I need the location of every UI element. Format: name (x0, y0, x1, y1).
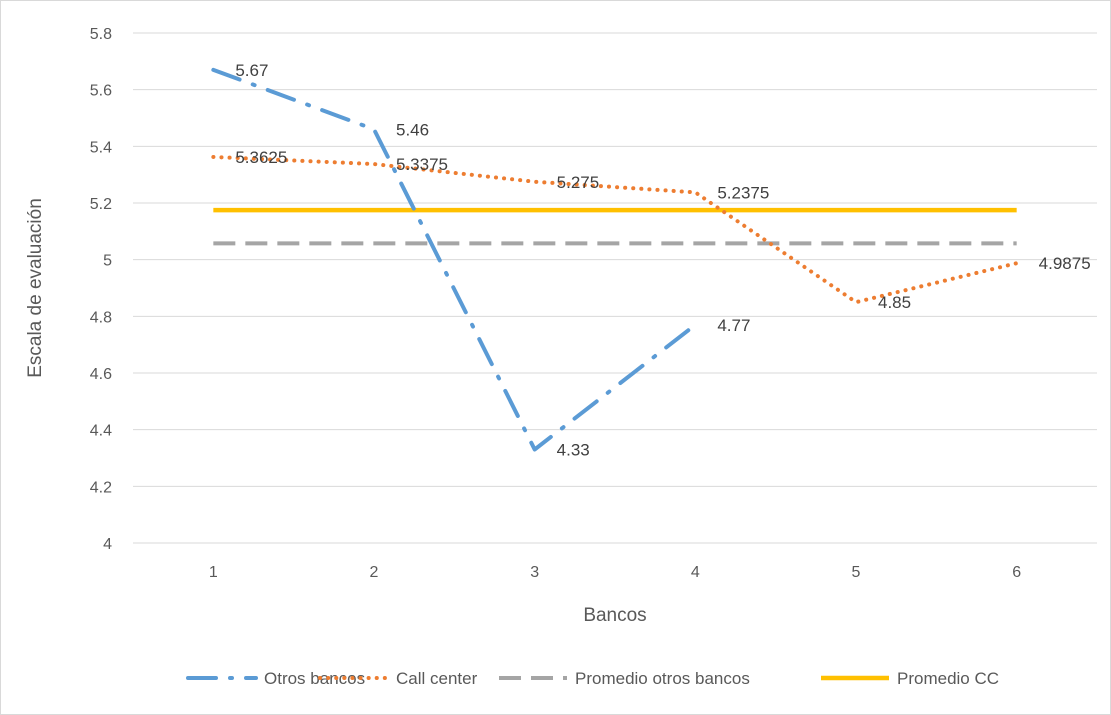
legend-label: Call center (396, 669, 478, 688)
y-tick-label: 5.8 (90, 26, 112, 43)
series-line-otros-bancos (211, 67, 698, 452)
data-label: 4.77 (717, 316, 750, 335)
data-label: 5.3375 (396, 155, 448, 174)
y-tick-label: 4 (103, 536, 112, 553)
legend: Otros bancos Call center Promedio otros ba… (186, 669, 999, 688)
y-tick-label: 4.4 (90, 423, 112, 440)
y-tick-label: 5.4 (90, 139, 112, 156)
legend-label: Promedio CC (897, 669, 999, 688)
data-label: 4.85 (878, 293, 911, 312)
y-tick-label: 4.8 (90, 309, 112, 326)
data-label: 5.275 (557, 173, 600, 192)
data-label: 4.33 (557, 441, 590, 460)
y-tick-label: 5.6 (90, 83, 112, 100)
x-axis-title: Bancos (583, 605, 646, 626)
x-axis-tick-labels: 1 2 3 4 5 6 (209, 564, 1021, 581)
x-tick-label: 3 (530, 564, 539, 581)
x-tick-label: 4 (691, 564, 700, 581)
legend-label: Otros bancos (264, 669, 365, 688)
series-lines (211, 67, 1019, 452)
legend-item-promedio-cc: Promedio CC (821, 669, 999, 688)
x-tick-label: 5 (852, 564, 861, 581)
y-axis-tick-labels: 4 4.2 4.4 4.6 4.8 5 5.2 5.4 5.6 5.8 (90, 26, 112, 553)
y-tick-label: 5 (103, 253, 112, 270)
y-axis-title: Escala de evaluación (25, 198, 46, 378)
data-label: 5.3625 (235, 148, 287, 167)
series-line-call-center (211, 154, 1019, 305)
data-labels: 5.67 5.46 4.33 4.77 5.3625 5.3375 5.275 5.2375 4… (235, 61, 1090, 460)
data-label: 5.2375 (717, 183, 769, 202)
data-label: 4.9875 (1039, 254, 1091, 273)
data-label: 5.46 (396, 120, 429, 139)
legend-label: Promedio otros bancos (575, 669, 750, 688)
y-tick-label: 4.2 (90, 479, 112, 496)
x-tick-label: 1 (209, 564, 218, 581)
legend-item-call-center: Call center (318, 669, 478, 688)
y-tick-label: 5.2 (90, 196, 112, 213)
x-tick-label: 2 (370, 564, 379, 581)
y-tick-label: 4.6 (90, 366, 112, 383)
x-tick-label: 6 (1012, 564, 1021, 581)
gridlines (133, 32, 1097, 544)
legend-item-promedio-otros-bancos: Promedio otros bancos (499, 669, 750, 688)
data-label: 5.67 (235, 61, 268, 80)
legend-item-otros-bancos: Otros bancos (186, 669, 365, 688)
